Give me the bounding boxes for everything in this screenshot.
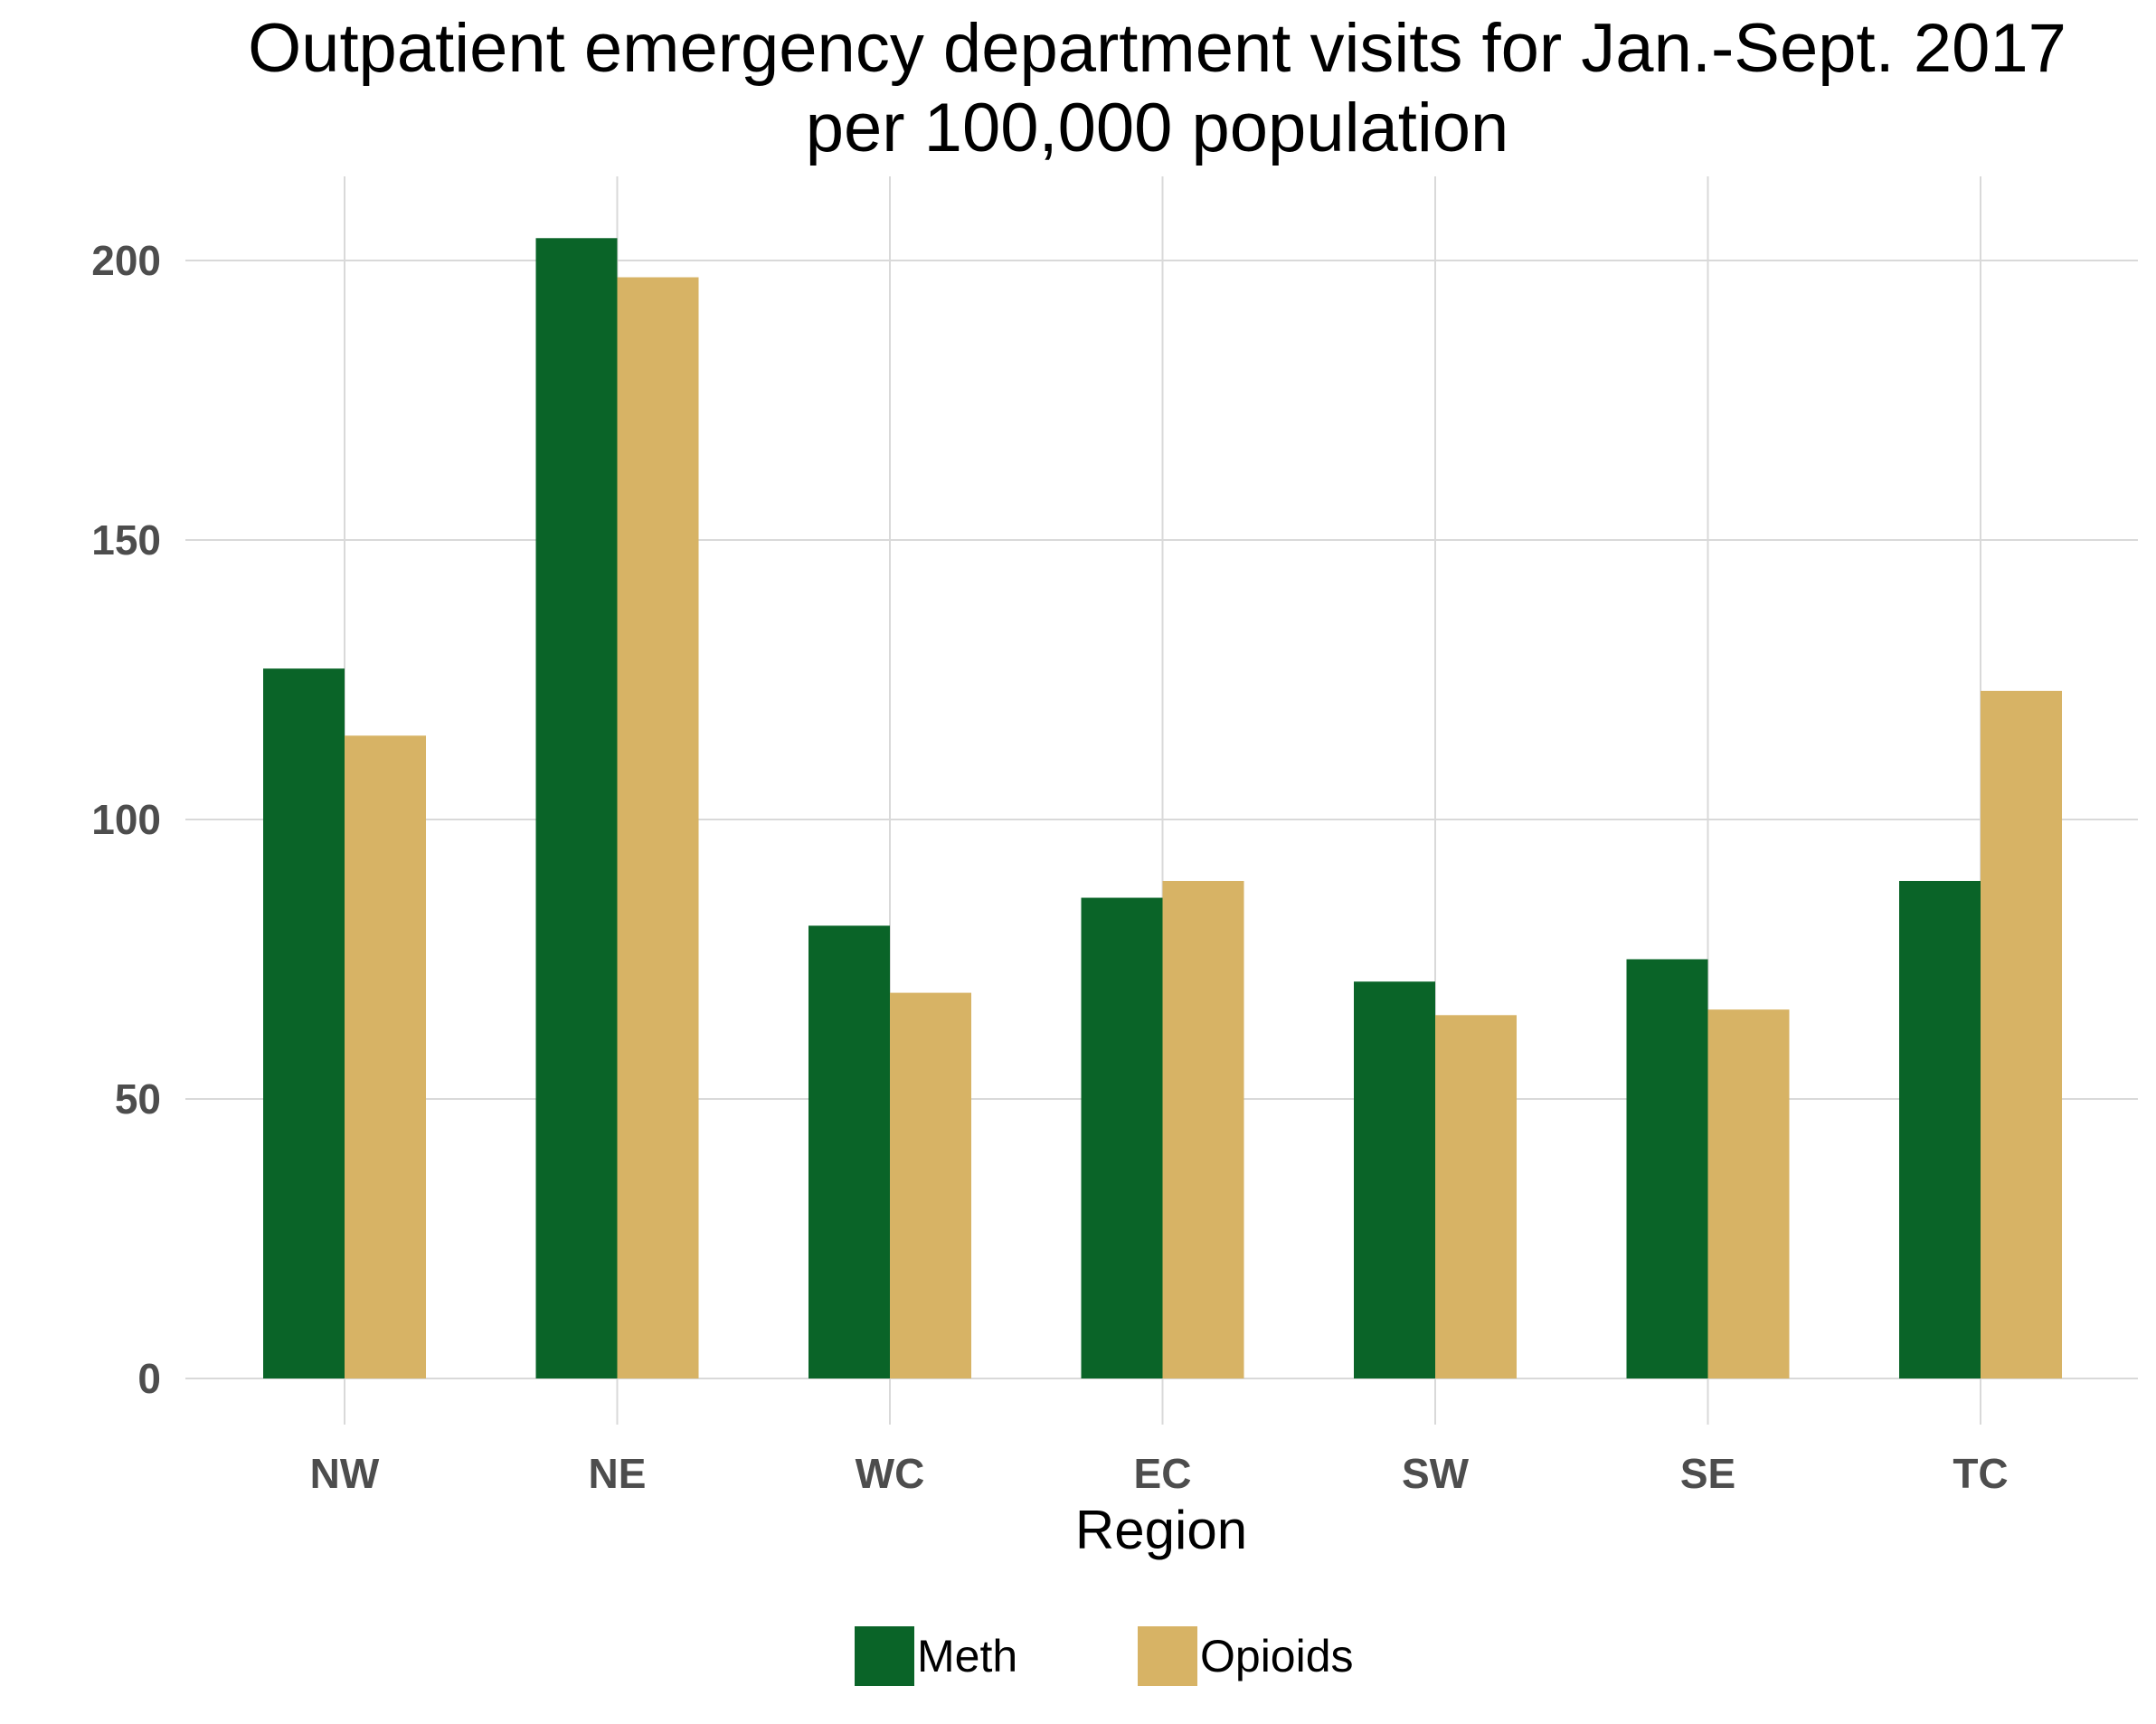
bar-meth-se	[1626, 959, 1708, 1378]
bar-opioids-tc	[1981, 690, 2062, 1378]
x-tick-label-wc: WC	[856, 1450, 925, 1497]
legend-swatch-opioids	[1138, 1626, 1197, 1686]
bar-meth-wc	[808, 925, 890, 1378]
x-axis-ticks: NW NE WC EC SW SE TC	[310, 1450, 2009, 1497]
bar-meth-nw	[263, 668, 345, 1378]
bar-opioids-ne	[617, 277, 699, 1378]
y-axis-ticks: 0 50 100 150 200	[91, 237, 161, 1402]
x-tick-label-ec: EC	[1134, 1450, 1192, 1497]
bar-opioids-se	[1707, 1009, 1790, 1378]
bar-opioids-ec	[1162, 880, 1244, 1378]
bar-meth-sw	[1354, 981, 1435, 1378]
x-tick-label-ne: NE	[589, 1450, 647, 1497]
chart-title-line-2: per 100,000 population	[805, 90, 1509, 166]
y-tick-label-50: 50	[115, 1075, 161, 1122]
legend-label-meth: Meth	[917, 1631, 1017, 1681]
x-tick-label-nw: NW	[310, 1450, 380, 1497]
y-tick-label-0: 0	[137, 1355, 161, 1402]
legend-swatch-meth	[855, 1626, 914, 1686]
x-tick-label-se: SE	[1680, 1450, 1735, 1497]
x-tick-label-sw: SW	[1402, 1450, 1470, 1497]
bar-opioids-sw	[1435, 1015, 1517, 1378]
bar-meth-ne	[535, 238, 618, 1378]
y-tick-label-100: 100	[91, 796, 161, 843]
bar-opioids-wc	[890, 992, 971, 1378]
chart-title: Outpatient emergency department visits f…	[0, 9, 2156, 168]
bar-meth-tc	[1899, 880, 1981, 1378]
x-tick-label-tc: TC	[1953, 1450, 2008, 1497]
bars	[263, 238, 2062, 1378]
x-axis-label: Region	[1075, 1500, 1247, 1560]
chart-title-line-1: Outpatient emergency department visits f…	[248, 10, 2066, 87]
bar-opioids-nw	[345, 735, 426, 1378]
bar-meth-ec	[1081, 897, 1163, 1378]
y-tick-label-150: 150	[91, 516, 161, 564]
y-tick-label-200: 200	[91, 237, 161, 284]
legend: Meth Opioids	[855, 1626, 1354, 1686]
legend-label-opioids: Opioids	[1200, 1631, 1354, 1681]
